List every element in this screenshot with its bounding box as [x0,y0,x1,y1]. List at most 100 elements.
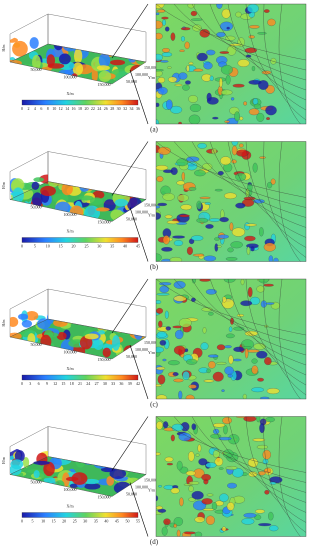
x-tick-label: 100,000 [64,212,77,218]
contour-line [227,4,306,101]
surface-peak [10,340,27,353]
surface-peak [104,452,116,461]
contour-line [209,4,306,91]
figure: H/m 50,000 100,000 150,000 X/m 50,000 100,000 1… [1,3,307,546]
y-axis-label: Y/m [148,212,156,217]
map-patch [156,165,169,171]
map-patch [181,36,185,42]
map-patch [160,60,169,63]
map-patch [157,202,168,207]
map-patch [188,114,201,124]
surface-peak [17,313,29,320]
map-patch [259,227,264,237]
colorbar-tick-label: 35 [94,518,98,523]
map-patch [208,311,214,316]
surface-peak [112,335,121,351]
map-patch [170,487,180,494]
panel: H/m50,000100,000150,000X/m50,000100,0001… [1,3,307,134]
map-patch [256,350,268,359]
surface-peak [95,207,110,212]
colorbar-tick-label: 0 [21,106,23,111]
map-patch [192,253,205,257]
colorbar-tick-label: 18 [70,381,74,386]
surface-peak [114,198,129,207]
x-tick-label: 100,000 [64,349,77,355]
colorbar-tick-label: 42 [136,381,140,386]
surface-peak [99,40,107,53]
map-patch [159,339,167,346]
y-tick-label: 150,000 [144,202,157,208]
contour-line [278,279,301,399]
map-patch [217,245,222,248]
surface-peak [109,468,127,479]
surface-peak [63,312,80,324]
colorbar-tick-label: 21 [78,381,82,386]
map-patch [156,505,163,510]
surface-peak [119,319,132,336]
map-patch [263,283,274,287]
map-patch [227,373,233,378]
contour-line [245,141,306,248]
map-patch [267,18,276,27]
colorbar-tick-label: 28 [110,106,114,111]
map-patch [190,10,198,17]
contour-line [191,4,306,81]
contour-line [245,416,306,523]
z-axis-label: H/m [1,456,6,464]
map-patch [203,255,217,262]
map-patch [179,49,185,52]
map-patch [188,384,197,389]
map-patch [216,361,227,365]
map-patch [201,498,213,505]
surface-peak [10,37,19,43]
colorbar-tick-label: 0 [21,518,23,523]
map-patch [176,529,181,537]
box-front [9,43,147,85]
surface-peak [61,182,73,196]
colorbar-tick-label: 5 [32,518,34,523]
surface-peak [133,325,144,340]
map-patch [259,423,265,434]
y-tick-label: 50,000 [126,354,137,360]
y-tick-label: 150,000 [144,340,157,346]
panel-label: (a) [150,126,158,134]
surface-peak [114,316,130,329]
map-patch [236,314,244,317]
colorbar-tick-label: 45 [115,518,119,523]
map-patch [252,438,266,442]
contour-line [173,416,306,483]
map-patch [256,444,269,450]
map-patch [162,358,167,362]
y-tick-label: 50,000 [126,79,137,85]
surface-peak [126,316,135,331]
colorbar-tick-label: 12 [59,106,63,111]
map-patch [190,18,203,21]
map-patch [174,83,183,87]
z-axis-label: H/m [1,319,6,327]
map-patch [200,342,209,350]
colorbar-tick-label: 10 [41,518,45,523]
map-patch [246,246,251,256]
map-patch [235,202,246,209]
map-frame [155,141,307,262]
x-axis-label: X/m [66,228,74,233]
surface-peak [107,37,125,51]
map-patch [248,35,255,39]
map-patch [185,470,196,476]
map-patch [266,388,280,395]
map-patch [170,32,176,41]
map-patch [185,80,191,85]
surface-peak [73,48,83,64]
map-patch [212,371,224,382]
map-patch [166,220,180,225]
zoom-line [129,344,149,400]
map-patch [173,345,186,355]
y-tick-label: 50,000 [126,491,137,497]
surface-peak [33,470,40,479]
surface-peak [118,176,131,186]
map-patch [230,241,243,249]
map-patch [239,143,244,148]
surface-peak [63,41,78,52]
map-patch [204,202,211,205]
map-patch [230,317,234,325]
